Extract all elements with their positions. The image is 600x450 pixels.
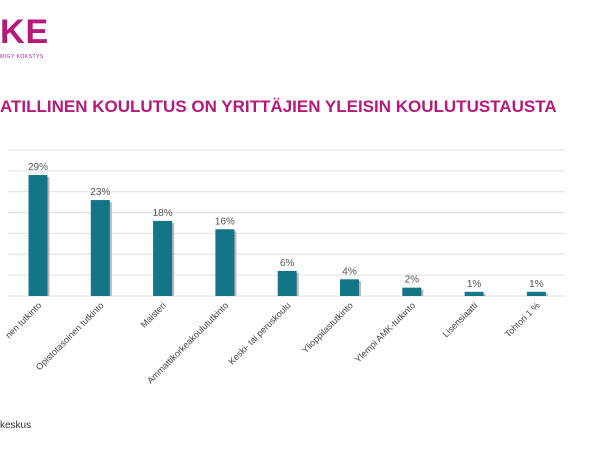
bar — [153, 220, 173, 296]
source-note: keskus — [0, 420, 32, 431]
bar — [215, 229, 235, 296]
bar — [90, 200, 110, 296]
data-label: 1% — [529, 279, 544, 290]
category-label: Opistotasoinen tutkinto — [34, 300, 106, 372]
category-label: Tohtori 1 % — [503, 300, 542, 339]
category-label: nen tutkinto — [3, 300, 43, 340]
bar — [464, 291, 484, 296]
data-label: 16% — [215, 216, 235, 227]
category-label: Ylioppilastutkinto — [300, 300, 355, 355]
data-label: 1% — [467, 279, 482, 290]
data-label: 6% — [280, 258, 295, 269]
bar — [526, 291, 546, 296]
logo-tagline: MIGY KOKSTYS — [0, 54, 44, 60]
logo: KE — [0, 13, 50, 51]
data-label: 29% — [28, 162, 48, 173]
bar — [277, 270, 297, 296]
data-label: 18% — [153, 208, 173, 219]
bar — [340, 279, 359, 296]
bar — [28, 175, 48, 296]
data-label: 23% — [90, 187, 110, 198]
data-label: 4% — [342, 266, 357, 277]
category-label: Lisensiaatti — [441, 300, 480, 339]
category-label: Keski- tai peruskoulu — [226, 300, 292, 366]
bars — [28, 175, 548, 296]
page-title: ATILLINEN KOULUTUS ON YRITTÄJIEN YLEISIN… — [0, 97, 557, 116]
data-label: 2% — [405, 275, 420, 286]
category-label: Ylempi AMK-tutkinto — [353, 300, 417, 364]
category-label: Maisteri — [139, 300, 168, 329]
bar — [402, 287, 422, 296]
value-labels: 29% 23% 18% 16% 6% 4% 2% 1% 1% — [28, 162, 544, 290]
